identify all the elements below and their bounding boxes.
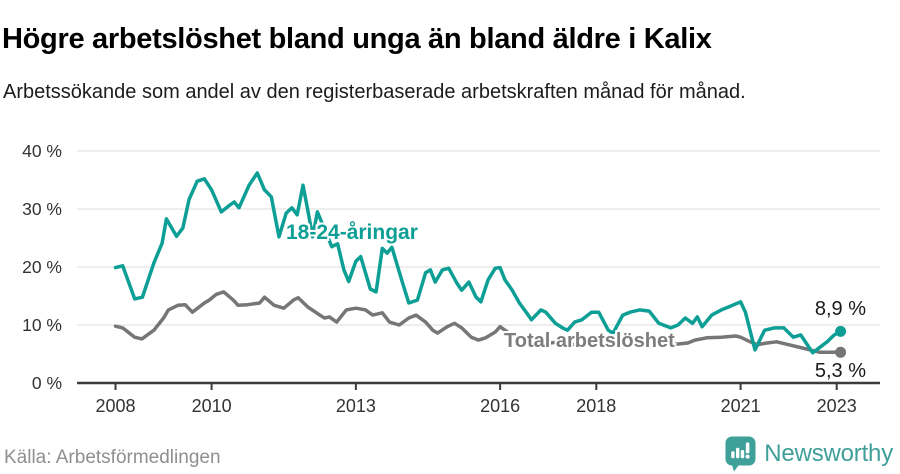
newsworthy-logo[interactable]: Newsworthy	[725, 436, 893, 472]
y-tick-label: 40 %	[22, 141, 62, 161]
line-chart-canvas: 0 % 10 % 20 % 30 % 40 % 2008 2010 2013 2016 2018 2…	[22, 141, 880, 416]
series-end-dot-total	[835, 346, 847, 358]
y-tick-label: 30 %	[22, 199, 62, 219]
x-tick-label: 2016	[480, 396, 520, 416]
x-tick-label: 2018	[576, 396, 616, 416]
chart-title: Högre arbetslöshet bland unga än bland ä…	[2, 23, 712, 56]
source-note: Källa: Arbetsförmedlingen	[4, 447, 221, 468]
x-tick-label: 2008	[95, 396, 135, 416]
x-tick-label: 2010	[192, 396, 232, 416]
x-tick-label: 2023	[817, 396, 857, 416]
series-label-young: 18-24-åringar	[286, 221, 418, 244]
chart-subtitle: Arbetssökande som andel av den registerb…	[3, 81, 746, 103]
x-tick-label: 2013	[336, 396, 376, 416]
series-end-dot-young	[835, 325, 847, 337]
newsworthy-logo-icon	[725, 436, 756, 472]
series-line-young	[113, 171, 843, 355]
end-value-label-young: 8,9 %	[814, 298, 866, 320]
series-line-total	[113, 290, 843, 355]
y-tick-label: 10 %	[22, 315, 62, 335]
y-tick-label: 0 %	[32, 373, 62, 393]
x-tick-label: 2021	[721, 396, 761, 416]
series-label-total: Total arbetslöshet	[504, 330, 675, 352]
end-value-label-total: 5,3 %	[814, 360, 866, 382]
newsworthy-wordmark: Newsworthy	[764, 440, 893, 467]
y-tick-label: 20 %	[22, 257, 62, 277]
